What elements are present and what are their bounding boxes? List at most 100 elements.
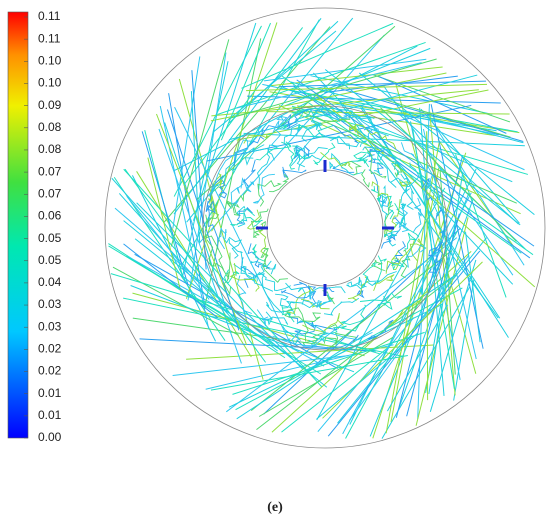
streamline: [265, 311, 289, 326]
streamline: [311, 107, 336, 118]
streamline: [256, 144, 280, 190]
streamline: [348, 123, 360, 137]
streamline: [361, 169, 370, 188]
streamline: [362, 146, 401, 160]
streamline: [369, 192, 470, 437]
streamline: [185, 22, 278, 299]
colorbar-label: 0.07: [38, 186, 62, 200]
streamline: [382, 85, 514, 276]
streamline: [126, 196, 210, 300]
streamline: [172, 56, 201, 229]
streamline: [266, 111, 510, 115]
streamline: [393, 159, 403, 179]
streamline: [225, 237, 458, 413]
streamline: [130, 285, 355, 373]
streamline: [301, 122, 323, 142]
streamline: [331, 124, 359, 144]
streamline: [248, 272, 283, 315]
streamline: [269, 173, 290, 193]
streamline: [322, 261, 483, 419]
streamline: [380, 107, 517, 242]
streamline: [302, 312, 344, 333]
colorbar-label: 0.10: [38, 53, 62, 67]
streamline: [158, 128, 242, 364]
streamline: [329, 155, 369, 170]
streamline: [340, 88, 524, 142]
streamline: [287, 307, 321, 322]
streamline: [187, 52, 227, 301]
streamline: [198, 34, 385, 244]
streamline: [323, 297, 360, 316]
streamline: [398, 112, 525, 171]
streamline: [265, 300, 295, 313]
streamline: [340, 160, 363, 176]
streamline: [306, 287, 316, 300]
streamline: [183, 27, 304, 186]
streamline: [400, 249, 411, 279]
streamline: [387, 232, 397, 247]
streamline: [204, 214, 225, 270]
colorbar-label: 0.08: [38, 120, 62, 134]
streamline: [366, 148, 383, 158]
streamline: [384, 198, 401, 235]
streamline: [210, 354, 408, 391]
streamline: [293, 281, 311, 291]
streamline: [206, 239, 230, 280]
streamline: [324, 75, 458, 93]
streamline: [305, 114, 351, 123]
streamline: [298, 154, 322, 171]
streamline: [226, 200, 240, 214]
streamline: [400, 202, 407, 227]
streamline: [223, 252, 232, 296]
streamline: [252, 244, 265, 262]
streamline: [409, 238, 424, 261]
streamline: [230, 208, 255, 226]
streamline: [385, 99, 511, 138]
streamline: [373, 162, 397, 188]
streamline: [245, 217, 263, 228]
middle-ring: [202, 105, 448, 351]
streamline: [196, 25, 396, 201]
streamline: [373, 274, 395, 292]
streamlines: [108, 17, 536, 439]
caption: (e): [267, 500, 283, 515]
streamline: [296, 144, 311, 160]
streamline: [360, 271, 397, 289]
streamline: [220, 22, 271, 141]
streamline: [378, 76, 507, 134]
streamline: [237, 123, 266, 152]
streamline: [253, 173, 275, 204]
streamline: [224, 269, 240, 284]
streamline: [324, 69, 521, 226]
streamline: [384, 204, 394, 238]
streamline: [256, 141, 292, 161]
streamline: [362, 262, 377, 281]
streamline: [376, 295, 393, 310]
streamline: [360, 107, 501, 319]
outer-wall: [104, 7, 546, 449]
streamline: [269, 66, 443, 87]
streamline: [262, 249, 288, 283]
streamline: [141, 131, 189, 286]
streamline: [327, 250, 481, 437]
colorbar-label: 0.03: [38, 297, 62, 311]
streamline: [367, 152, 400, 176]
streamline: [370, 259, 385, 272]
streamline: [331, 152, 363, 176]
streamline: [236, 62, 422, 109]
streamline: [110, 273, 381, 355]
streamline: [235, 287, 463, 411]
streamline: [428, 241, 443, 273]
colorbar-label: 0.01: [38, 408, 62, 422]
streamline: [302, 324, 339, 347]
streamline: [123, 243, 218, 319]
streamline: [281, 305, 295, 323]
streamline: [284, 47, 431, 107]
colorbar-label: 0.05: [38, 231, 62, 245]
streamline: [420, 108, 520, 224]
streamline: [331, 324, 360, 334]
colorbar-label: 0.03: [38, 319, 62, 333]
streamline: [290, 81, 524, 144]
streamline: [397, 112, 519, 225]
